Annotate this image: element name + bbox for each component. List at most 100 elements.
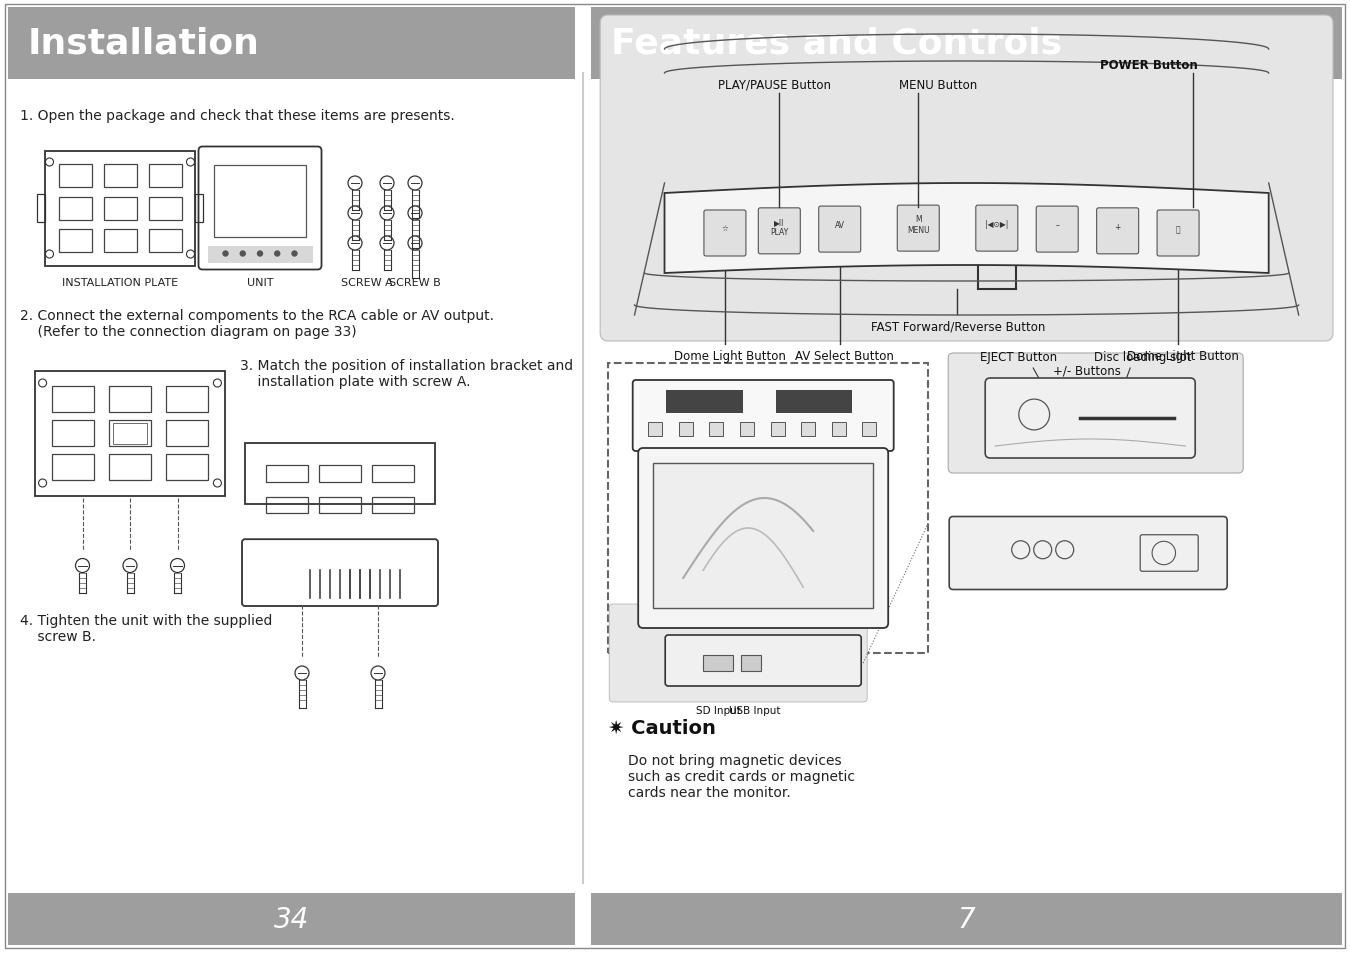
Bar xyxy=(109,455,151,480)
FancyBboxPatch shape xyxy=(609,604,867,702)
Bar xyxy=(609,364,929,654)
Text: +/- Buttons: +/- Buttons xyxy=(1053,365,1122,377)
Bar xyxy=(215,166,306,237)
FancyBboxPatch shape xyxy=(1096,209,1138,254)
Text: FAST Forward/Reverse Button: FAST Forward/Reverse Button xyxy=(871,319,1046,333)
Bar xyxy=(591,8,1342,80)
Bar xyxy=(35,371,225,496)
Bar xyxy=(776,391,852,414)
Bar xyxy=(104,165,136,188)
Text: SD Input: SD Input xyxy=(695,705,741,716)
FancyBboxPatch shape xyxy=(703,211,747,256)
Bar xyxy=(148,165,181,188)
FancyBboxPatch shape xyxy=(949,517,1227,590)
Bar xyxy=(653,463,873,608)
Bar xyxy=(58,165,92,188)
Bar xyxy=(104,230,136,253)
Bar xyxy=(244,443,435,504)
Bar xyxy=(58,197,92,220)
Text: Features and Controls: Features and Controls xyxy=(612,27,1062,61)
Circle shape xyxy=(240,252,246,256)
Bar xyxy=(679,422,693,436)
Bar xyxy=(667,391,742,414)
Bar xyxy=(703,656,733,671)
Text: Dome Light Button: Dome Light Button xyxy=(674,350,786,363)
Bar xyxy=(771,422,784,436)
Bar xyxy=(373,497,414,514)
Bar xyxy=(166,387,208,413)
Bar xyxy=(166,455,208,480)
FancyBboxPatch shape xyxy=(633,380,894,452)
FancyBboxPatch shape xyxy=(948,354,1243,474)
Bar xyxy=(109,420,151,447)
Bar xyxy=(740,422,753,436)
Circle shape xyxy=(223,252,228,256)
Text: Do not bring magnetic devices
such as credit cards or magnetic
cards near the mo: Do not bring magnetic devices such as cr… xyxy=(628,753,855,800)
Bar xyxy=(801,422,815,436)
Bar xyxy=(194,195,202,223)
Text: ▶II
PLAY: ▶II PLAY xyxy=(771,217,788,237)
Bar xyxy=(266,466,308,482)
Bar xyxy=(832,422,845,436)
Bar xyxy=(166,420,208,447)
Bar xyxy=(104,197,136,220)
Bar xyxy=(58,230,92,253)
Bar xyxy=(591,893,1342,945)
Text: AV: AV xyxy=(834,221,845,230)
Text: 34: 34 xyxy=(274,905,309,933)
Text: |◀⊙▶|: |◀⊙▶| xyxy=(986,220,1008,229)
Bar xyxy=(648,422,662,436)
Circle shape xyxy=(275,252,279,256)
FancyBboxPatch shape xyxy=(639,449,888,628)
Bar xyxy=(208,247,312,263)
Text: ☆: ☆ xyxy=(721,225,729,234)
Bar xyxy=(266,497,308,514)
FancyBboxPatch shape xyxy=(818,207,861,253)
Bar xyxy=(148,197,181,220)
Bar xyxy=(53,387,94,413)
Text: Installation: Installation xyxy=(28,27,261,61)
Text: Disc loading slot: Disc loading slot xyxy=(1095,351,1192,364)
Text: POWER Button: POWER Button xyxy=(1100,59,1197,71)
Bar xyxy=(8,893,575,945)
Bar xyxy=(109,387,151,413)
FancyBboxPatch shape xyxy=(601,16,1332,341)
FancyBboxPatch shape xyxy=(666,636,861,686)
Bar xyxy=(113,423,147,444)
Bar xyxy=(45,152,194,266)
Text: MENU Button: MENU Button xyxy=(899,79,977,91)
Bar xyxy=(53,420,94,447)
Text: 3. Match the position of installation bracket and
    installation plate with sc: 3. Match the position of installation br… xyxy=(240,358,574,389)
Bar xyxy=(319,497,360,514)
Bar xyxy=(741,656,761,671)
Text: 2. Connect the external compoments to the RCA cable or AV output.
    (Refer to : 2. Connect the external compoments to th… xyxy=(20,309,494,339)
Text: SCREW A: SCREW A xyxy=(342,277,393,288)
FancyBboxPatch shape xyxy=(976,206,1018,252)
Text: AV Select Button: AV Select Button xyxy=(795,350,894,363)
Text: USB Input: USB Input xyxy=(729,705,780,716)
Bar xyxy=(373,466,414,482)
Text: M
MENU: M MENU xyxy=(907,215,930,234)
Bar xyxy=(148,230,181,253)
Circle shape xyxy=(258,252,262,256)
FancyBboxPatch shape xyxy=(986,378,1195,458)
FancyBboxPatch shape xyxy=(1157,211,1199,256)
Polygon shape xyxy=(664,184,1269,274)
FancyBboxPatch shape xyxy=(898,206,940,252)
FancyBboxPatch shape xyxy=(1037,207,1079,253)
Bar xyxy=(36,195,45,223)
Text: PLAY/PAUSE Button: PLAY/PAUSE Button xyxy=(718,79,830,91)
Bar xyxy=(863,422,876,436)
Text: ⏻: ⏻ xyxy=(1176,225,1180,234)
Text: 1. Open the package and check that these items are presents.: 1. Open the package and check that these… xyxy=(20,109,455,123)
Circle shape xyxy=(292,252,297,256)
Bar xyxy=(319,466,360,482)
Text: Dome Light Button: Dome Light Button xyxy=(1127,350,1239,363)
Text: ✷ Caution: ✷ Caution xyxy=(609,719,716,738)
Bar xyxy=(8,8,575,80)
FancyBboxPatch shape xyxy=(759,209,801,254)
Text: +: + xyxy=(1115,223,1120,232)
Text: 4. Tighten the unit with the supplied
    screw B.: 4. Tighten the unit with the supplied sc… xyxy=(20,614,273,643)
Bar xyxy=(709,422,724,436)
Text: –: – xyxy=(1056,221,1060,230)
